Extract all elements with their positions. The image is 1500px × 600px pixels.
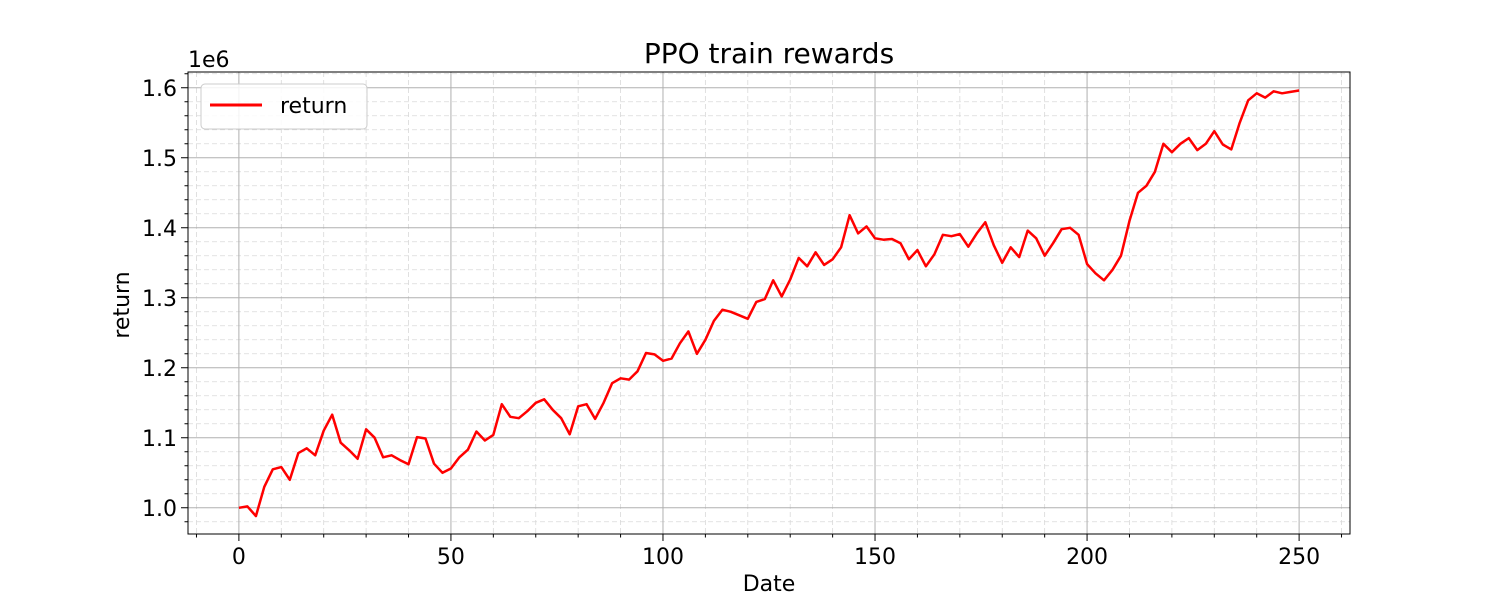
x-tick-label: 100 — [642, 545, 684, 570]
legend-box — [200, 83, 368, 130]
x-tick-label: 200 — [1066, 545, 1108, 570]
x-tick-label: 150 — [854, 545, 896, 570]
legend: return — [200, 83, 368, 130]
y-tick-label: 1.0 — [142, 497, 177, 522]
x-tick-label: 0 — [232, 545, 246, 570]
y-tick-label: 1.4 — [142, 217, 177, 242]
chart-title: PPO train rewards — [644, 37, 894, 70]
x-axis-ticks: 0 50 100 150 200 250 — [195, 534, 1343, 570]
y-axis-ticks: 1.0 1.1 1.2 1.3 1.4 1.5 1.6 — [142, 73, 188, 523]
x-axis-label: Date — [743, 572, 796, 597]
x-tick-label: 50 — [437, 545, 465, 570]
plot-area-frame — [187, 71, 1351, 535]
series-line-return — [238, 89, 1300, 518]
legend-label: return — [280, 94, 347, 119]
y-axis-offset-label: 1e6 — [188, 48, 230, 73]
x-tick-label: 250 — [1278, 545, 1320, 570]
y-tick-label: 1.2 — [142, 357, 177, 382]
y-tick-label: 1.1 — [142, 427, 177, 452]
y-tick-label: 1.3 — [142, 287, 177, 312]
y-tick-label: 1.6 — [142, 77, 177, 102]
minor-grid — [188, 72, 1350, 534]
series-layer — [238, 89, 1300, 518]
y-tick-label: 1.5 — [142, 147, 177, 172]
major-grid — [188, 72, 1350, 534]
y-axis-label: return — [110, 271, 135, 338]
